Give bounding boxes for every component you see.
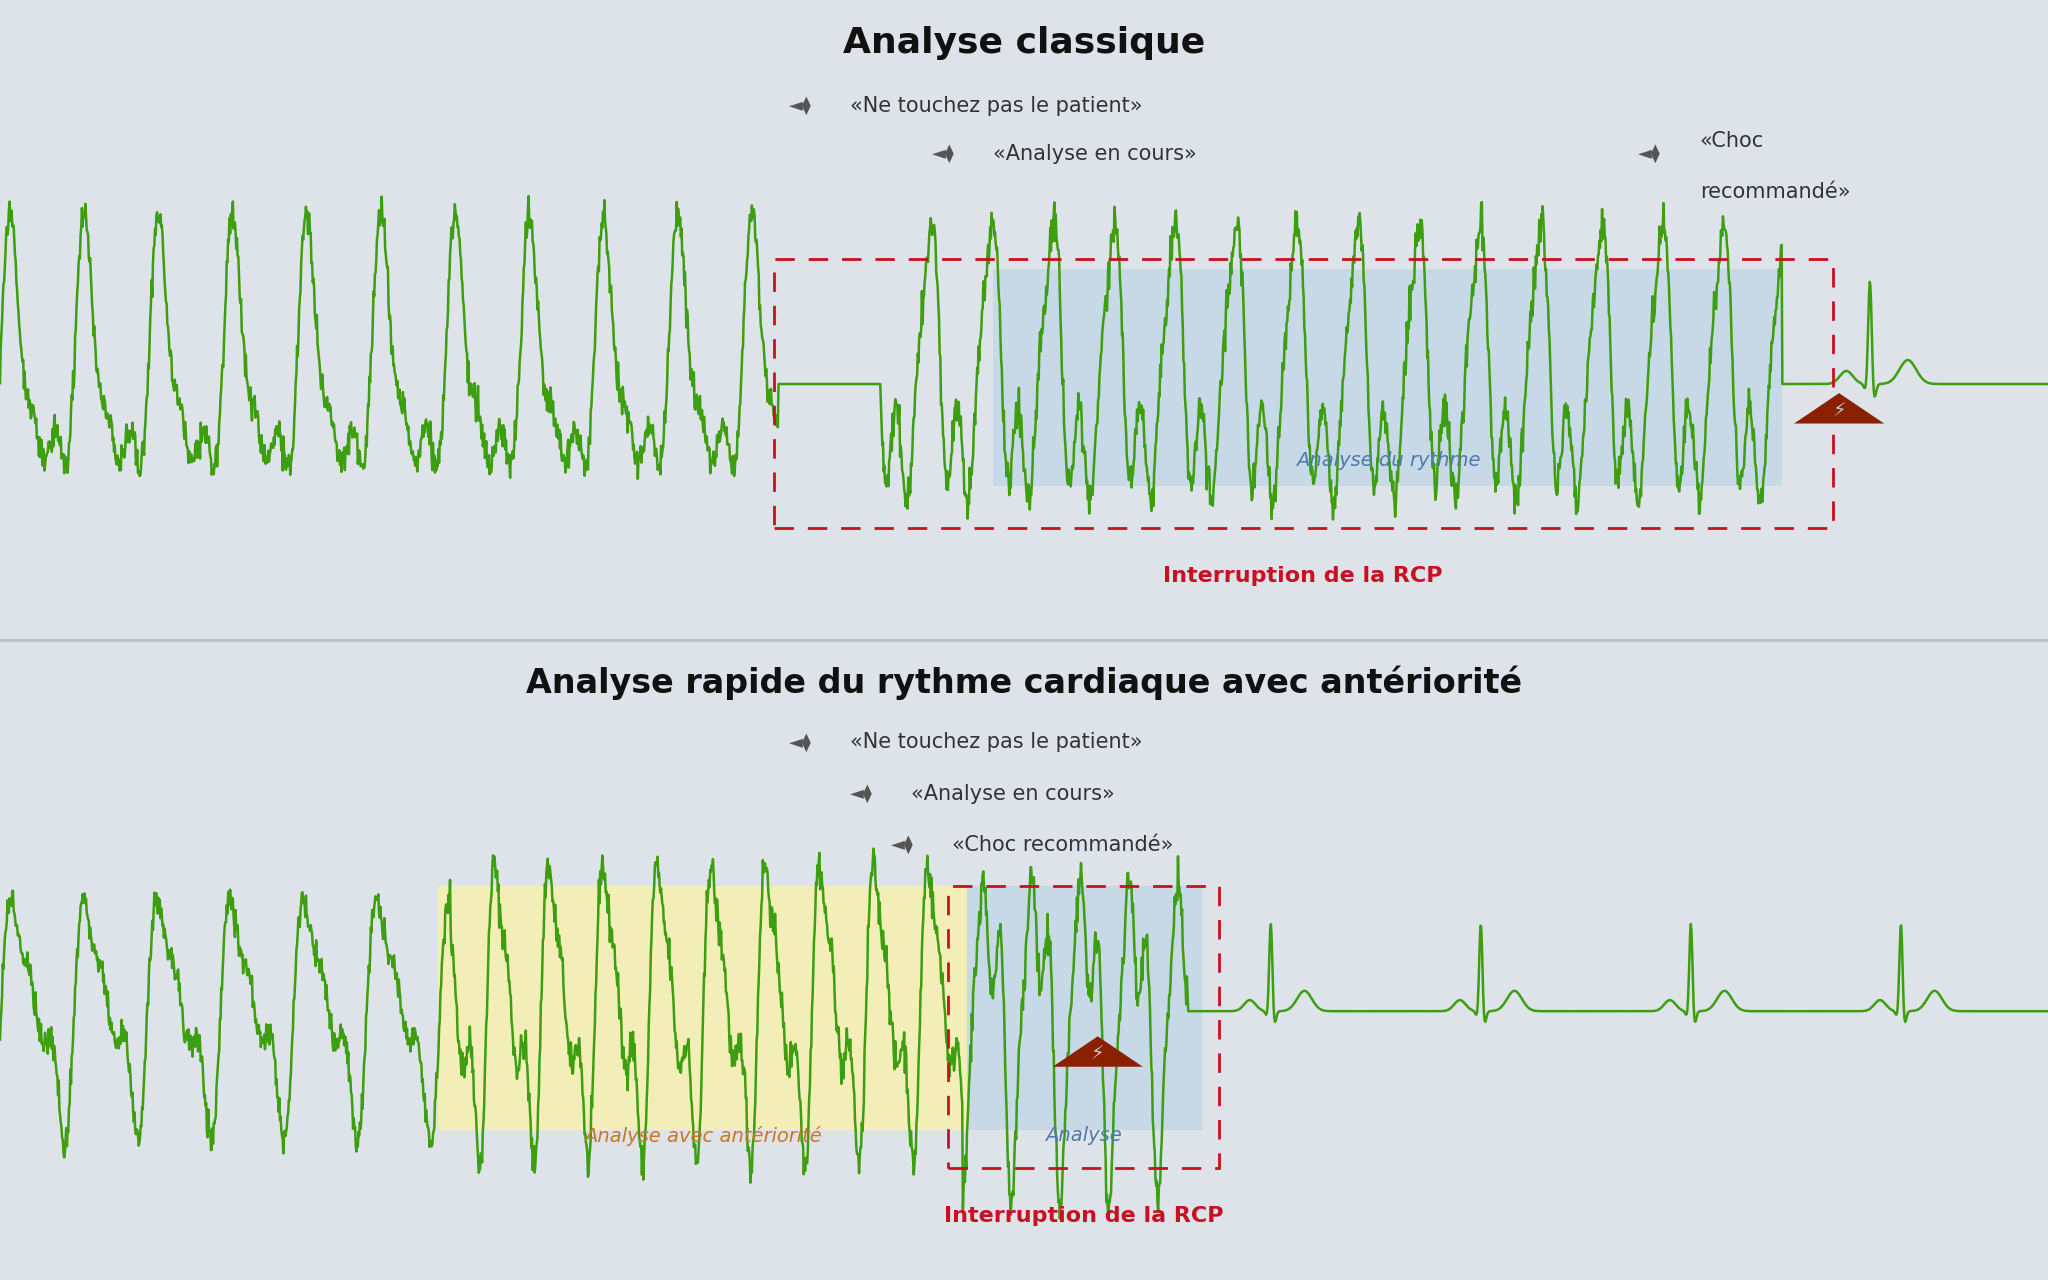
Text: «Choc recommandé»: «Choc recommandé» (952, 835, 1174, 855)
Bar (774, 259, 1833, 527)
Text: ◄⧫: ◄⧫ (850, 785, 872, 803)
Text: «Analyse en cours»: «Analyse en cours» (993, 143, 1196, 164)
Text: Interruption de la RCP: Interruption de la RCP (1163, 566, 1442, 586)
Polygon shape (1053, 1037, 1143, 1066)
Text: ◄⧫: ◄⧫ (891, 836, 913, 854)
Text: Analyse du rythme: Analyse du rythme (1296, 452, 1481, 470)
Text: Analyse: Analyse (1044, 1126, 1122, 1146)
Text: ⚡: ⚡ (1092, 1044, 1104, 1064)
Text: ◄⧫: ◄⧫ (788, 733, 811, 751)
Text: Analyse classique: Analyse classique (844, 26, 1204, 60)
Text: «Choc: «Choc (1700, 131, 1763, 151)
Bar (993, 269, 1782, 486)
Text: «Ne touchez pas le patient»: «Ne touchez pas le patient» (850, 732, 1143, 753)
Text: «Analyse en cours»: «Analyse en cours» (911, 783, 1114, 804)
Text: «Ne touchez pas le patient»: «Ne touchez pas le patient» (850, 96, 1143, 115)
Text: ⚡: ⚡ (1833, 402, 1845, 420)
Text: Interruption de la RCP: Interruption de la RCP (944, 1206, 1223, 1226)
Text: ◄⧫: ◄⧫ (932, 145, 954, 163)
Text: recommandé»: recommandé» (1700, 182, 1849, 202)
Bar (438, 886, 967, 1130)
Bar (967, 886, 1202, 1130)
Text: Analyse rapide du rythme cardiaque avec antériorité: Analyse rapide du rythme cardiaque avec … (526, 666, 1522, 700)
Text: ◄⧫: ◄⧫ (788, 96, 811, 115)
Polygon shape (1794, 393, 1884, 424)
Text: Analyse avec antériorité: Analyse avec antériorité (584, 1126, 821, 1147)
Text: ◄⧫: ◄⧫ (1638, 145, 1661, 163)
Bar (948, 886, 1219, 1167)
